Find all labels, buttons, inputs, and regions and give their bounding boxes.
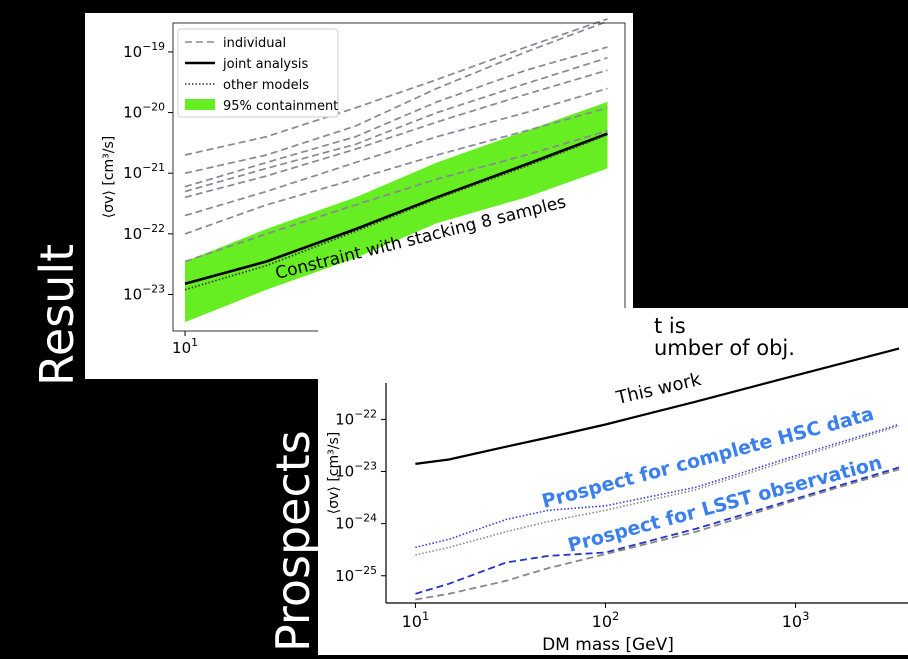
prospect-x-axis-label: DM mass [GeV] [542,635,674,655]
series-line-4 [184,46,608,188]
y-tick-label-1: 10−22 [123,222,165,243]
prospects-chart-panel: t is umber of obj. 101 102 103 10−25 10−24 10… [318,308,908,655]
prospect-y-tick-label-1: 10−24 [335,512,377,533]
series-line-6 [184,69,608,199]
prospect-x-tick-label-0: 101 [402,609,430,631]
prospect-series-2 [415,425,900,556]
series-line-5 [184,56,608,193]
prospect-series-1 [415,423,900,549]
prospect-y-axis-label: ⟨σv⟩ [cm³/s] [326,432,342,514]
legend-box [177,28,339,118]
result-side-label: Result [30,243,84,386]
overlay-text-line2: umber of obj. [654,336,795,360]
legend-label-1: joint analysis [222,57,309,72]
legend-label-0: individual [223,36,286,51]
prospect-series-3 [415,466,900,595]
series-line-9 [184,129,608,263]
x-tick-label-0: 101 [172,336,198,357]
series-line-8 [184,106,608,235]
y-axis-label: ⟨σv⟩ [cm³/s] [101,136,117,218]
series-line-0 [184,132,608,286]
legend: individual joint analysis other models 95% … [177,28,339,118]
prospect-series-4 [415,468,900,601]
prospect-series-0 [415,347,900,465]
prospect-annotation-1: Prospect for complete HSC data [540,403,877,513]
legend-label-2: other models [223,78,309,93]
series-line-2 [184,18,608,156]
prospect-y-tick-label-2: 10−23 [335,460,377,481]
legend-swatch-3 [185,99,215,110]
prospects-chart: 101 102 103 10−25 10−24 10−23 10−22 DM mass [Ge… [326,347,908,655]
prospect-y-tick-label-0: 10−25 [335,564,377,585]
y-tick-label-0: 10−23 [123,282,165,303]
prospect-x-tick-label-1: 102 [592,609,620,631]
series-line-7 [184,87,608,217]
y-tick-label-4: 10−19 [123,40,165,61]
y-tick-label-3: 10−20 [123,101,165,122]
overlay-text-line1: t is [654,314,686,338]
prospect-y-tick-label-3: 10−22 [335,407,377,428]
legend-label-3: 95% containment [223,99,338,114]
series-line-3 [184,20,608,175]
prospects-side-label: Prospects [266,430,320,652]
prospect-x-tick-label-2: 103 [782,609,810,631]
series-line-1 [184,134,608,291]
y-tick-label-2: 10−21 [123,161,165,182]
